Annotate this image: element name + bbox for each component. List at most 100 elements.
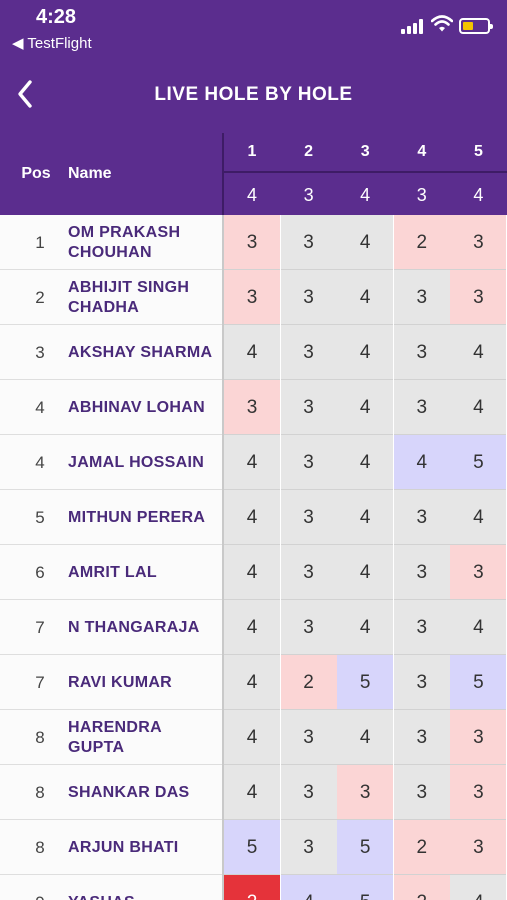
hole-score: 3: [280, 270, 337, 325]
player-name[interactable]: YASHAS: [68, 875, 218, 900]
hole-score: 3: [393, 270, 450, 325]
hole-score: 4: [224, 655, 280, 710]
hole-score: 3: [450, 545, 507, 600]
leaderboard-row[interactable]: 3 AKSHAY SHARMA 4 3 4 3 4: [0, 325, 507, 380]
hole-score: 4: [450, 325, 507, 380]
hole-score: 4: [450, 875, 507, 900]
player-name[interactable]: RAVI KUMAR: [68, 673, 173, 691]
hole-score: 3: [280, 215, 337, 270]
leaderboard-row[interactable]: 6 AMRIT LAL 4 3 4 3 3: [0, 545, 507, 600]
player-name[interactable]: HARENDRA GUPTA: [68, 718, 162, 756]
player-name[interactable]: N THANGARAJA: [68, 618, 200, 636]
hole-score: 4: [224, 600, 280, 655]
player-name[interactable]: OM PRAKASH CHOUHAN: [68, 223, 181, 261]
hole-score: 3: [393, 380, 450, 435]
hole-score: 4: [224, 435, 280, 490]
player-position: 7: [35, 673, 45, 692]
back-chevron-icon[interactable]: [10, 74, 44, 114]
header-pos: Pos: [21, 165, 51, 182]
wifi-icon: [431, 15, 453, 32]
player-position: 5: [35, 508, 45, 527]
hole-score: 3: [280, 325, 337, 380]
hole-score: 5: [450, 655, 507, 710]
player-name[interactable]: SHANKAR DAS: [68, 783, 190, 801]
hole-score: 3: [224, 270, 280, 325]
player-info: 4 ABHINAV LOHAN: [0, 380, 222, 435]
hole-number: 2: [304, 143, 314, 160]
leaderboard-row[interactable]: 2 ABHIJIT SINGH CHADHA 3 3 4 3 3: [0, 270, 507, 325]
player-info: 3 AKSHAY SHARMA: [0, 325, 222, 380]
player-name[interactable]: AMRIT LAL: [68, 563, 157, 581]
hole-score: 3: [450, 270, 507, 325]
hole-score: 3: [280, 820, 337, 875]
hole-score: 5: [337, 820, 394, 875]
top-bar: 4:28 ◀ TestFlight LIVE HOLE BY HOLE: [0, 0, 507, 133]
hole-score: 4: [337, 435, 394, 490]
leaderboard-row[interactable]: 8 SHANKAR DAS 4 3 3 3 3: [0, 765, 507, 820]
column-divider: [222, 380, 224, 435]
hole-score: 3: [450, 215, 507, 270]
player-info: 9YASHAS: [0, 875, 222, 900]
player-info: 7 RAVI KUMAR: [0, 655, 222, 710]
hole-score: 2: [393, 820, 450, 875]
hole-par: 3: [303, 185, 314, 205]
player-position: 9: [16, 875, 64, 900]
leaderboard-row[interactable]: 8 HARENDRA GUPTA 4 3 4 3 3: [0, 710, 507, 765]
player-info: 8 SHANKAR DAS: [0, 765, 222, 820]
leaderboard-row[interactable]: 1 OM PRAKASH CHOUHAN 3 3 4 2 3: [0, 215, 507, 270]
hole-score: 3: [280, 435, 337, 490]
hole-par: 4: [473, 185, 484, 205]
hole-score: 4: [224, 710, 280, 765]
hole-score: 4: [337, 490, 394, 545]
player-name[interactable]: ABHINAV LOHAN: [68, 398, 205, 416]
leaderboard-list[interactable]: 1 OM PRAKASH CHOUHAN 3 3 4 2 3 2 ABHIJIT SINGH C…: [0, 215, 507, 900]
header-name: Name: [68, 165, 112, 182]
column-divider: [222, 545, 224, 600]
leaderboard-row[interactable]: 5 MITHUN PERERA 4 3 4 3 4: [0, 490, 507, 545]
hole-score: 3: [280, 545, 337, 600]
hole-score: 4: [280, 875, 337, 900]
player-position: 8: [35, 838, 45, 857]
hole-score: 4: [337, 710, 394, 765]
hole-score: 3: [450, 710, 507, 765]
player-name[interactable]: ABHIJIT SINGH CHADHA: [68, 278, 190, 316]
column-divider: [222, 490, 224, 545]
player-info: 1 OM PRAKASH CHOUHAN: [0, 215, 222, 270]
hole-score: 3: [224, 215, 280, 270]
hole-score: 4: [450, 490, 507, 545]
hole-score: 2: [224, 875, 280, 900]
leaderboard-row[interactable]: 7 RAVI KUMAR 4 2 5 3 5: [0, 655, 507, 710]
leaderboard-row[interactable]: 9YASHAS24524: [0, 875, 507, 900]
hole-score: 5: [337, 655, 394, 710]
leaderboard-row[interactable]: 4 ABHINAV LOHAN 3 3 4 3 4: [0, 380, 507, 435]
column-divider: [222, 820, 224, 875]
player-position: 7: [35, 618, 45, 637]
player-info: 8 ARJUN BHATI: [0, 820, 222, 875]
hole-score: 4: [224, 325, 280, 380]
player-name[interactable]: AKSHAY SHARMA: [68, 343, 213, 361]
hole-par: 4: [360, 185, 371, 205]
testflight-back-link[interactable]: ◀ TestFlight: [12, 35, 92, 52]
player-position: 2: [35, 288, 45, 307]
player-name[interactable]: ARJUN BHATI: [68, 838, 179, 856]
hole-score: 4: [224, 490, 280, 545]
header-divider: [222, 133, 224, 215]
column-divider: [222, 710, 224, 765]
hole-score: 4: [337, 215, 394, 270]
hole-score: 2: [393, 215, 450, 270]
column-divider: [222, 325, 224, 380]
hole-score: 5: [224, 820, 280, 875]
hole-score: 4: [337, 380, 394, 435]
hole-number: 5: [473, 143, 483, 160]
column-divider: [222, 765, 224, 820]
hole-score: 5: [450, 435, 507, 490]
player-position: 6: [35, 563, 45, 582]
hole-score: 4: [224, 545, 280, 600]
leaderboard-row[interactable]: 4 JAMAL HOSSAIN 4 3 4 4 5: [0, 435, 507, 490]
leaderboard-row[interactable]: 8 ARJUN BHATI 5 3 5 2 3: [0, 820, 507, 875]
player-name[interactable]: MITHUN PERERA: [68, 508, 206, 526]
hole-score: 4: [337, 600, 394, 655]
player-name[interactable]: JAMAL HOSSAIN: [68, 453, 205, 471]
player-info: 4 JAMAL HOSSAIN: [0, 435, 222, 490]
